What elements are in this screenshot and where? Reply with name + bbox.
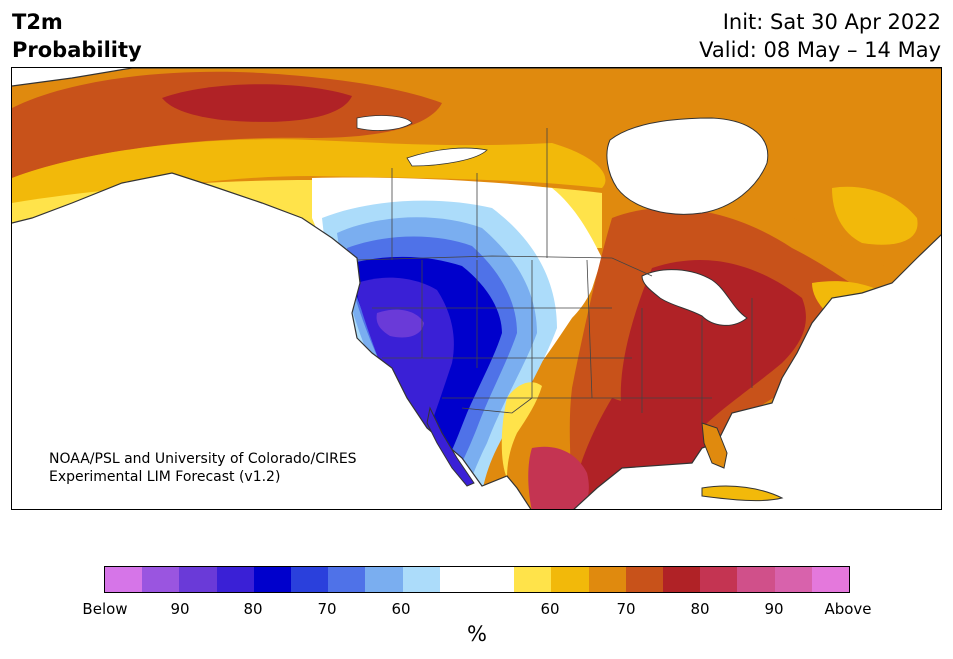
colorbar-tick-label: Above	[824, 600, 872, 618]
colorbar-tick-label: 90	[170, 600, 190, 618]
variable-label: T2m	[12, 10, 63, 34]
attribution-line-1: NOAA/PSL and University of Colorado/CIRE…	[49, 451, 357, 467]
colorbar-unit: %	[467, 622, 487, 646]
colorbar-tick-label: 70	[616, 600, 636, 618]
colorbar-bin	[811, 567, 850, 592]
product-label: Probability	[12, 38, 142, 62]
init-date: Init: Sat 30 Apr 2022	[722, 10, 941, 34]
colorbar-bin	[291, 567, 329, 592]
colorbar-bin	[551, 567, 589, 592]
colorbar-bin	[142, 567, 180, 592]
borders	[356, 128, 753, 423]
colorbar-bin	[253, 567, 292, 592]
colorbar-bin	[179, 567, 217, 592]
attribution-line-2: Experimental LIM Forecast (v1.2)	[49, 469, 281, 485]
colorbar-bin	[439, 567, 478, 592]
colorbar-tick-label: 80	[690, 600, 710, 618]
colorbar-tick-label: 70	[317, 600, 337, 618]
attribution: NOAA/PSL and University of Colorado/CIRE…	[49, 450, 357, 486]
colorbar-tick-label: 90	[764, 600, 784, 618]
colorbar-bin	[477, 567, 515, 592]
colorbar	[104, 566, 850, 593]
hudson-bay	[606, 117, 769, 215]
colorbar-bin	[625, 567, 664, 592]
forecast-dates: Init: Sat 30 Apr 2022 Valid: 08 May – 14…	[699, 8, 941, 64]
colorbar-bin	[402, 567, 440, 592]
colorbar-bin	[737, 567, 775, 592]
colorbar-tick-label: 60	[540, 600, 560, 618]
colorbar-tick-label: 80	[243, 600, 263, 618]
map-title: T2m Probability	[12, 8, 142, 64]
colorbar-bin	[514, 567, 552, 592]
probability-map	[12, 68, 941, 509]
colorbar-bin	[105, 567, 143, 592]
colorbar-bin	[588, 567, 626, 592]
valid-range: Valid: 08 May – 14 May	[699, 38, 941, 62]
colorbar-bin	[700, 567, 738, 592]
colorbar-bin	[663, 567, 701, 592]
colorbar-bin	[774, 567, 812, 592]
colorbar-bin	[216, 567, 254, 592]
colorbar-bin	[365, 567, 403, 592]
map-panel	[11, 67, 942, 510]
colorbar-tick-label: 60	[391, 600, 411, 618]
colorbar-tick-label: Below	[82, 600, 128, 618]
colorbar-bin	[328, 567, 366, 592]
great-lakes	[641, 269, 748, 326]
